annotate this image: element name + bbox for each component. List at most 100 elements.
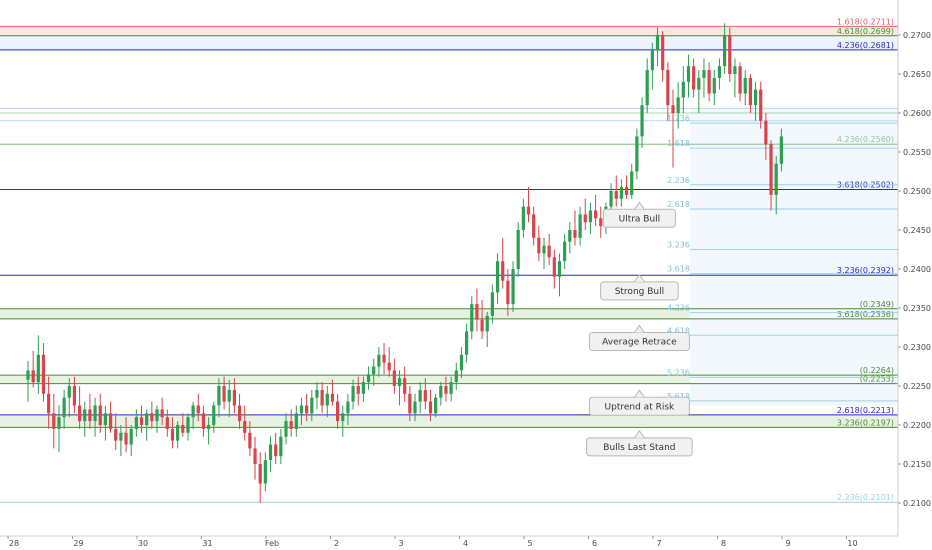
candle-body-115	[619, 187, 623, 199]
candle-body-62	[346, 401, 350, 414]
price-axis[interactable]: 0.2700 0.2650 0.2600 0.2550 0.2500 0.2450 0.24…	[897, 0, 931, 536]
candle-body-66	[366, 374, 371, 383]
candle-body-106	[573, 230, 577, 238]
callout-4[interactable]: Bulls Last Stand	[586, 429, 693, 457]
candle-body-20	[129, 428, 133, 445]
projection-label-6: 4.236	[667, 304, 690, 313]
candle-body-2	[36, 354, 40, 383]
candle-body-16	[108, 413, 113, 429]
candle-body-146	[779, 136, 783, 164]
candle-body-26	[160, 409, 164, 418]
callout-2[interactable]: Average Retrace	[588, 324, 690, 352]
projection-label-8: 5.236	[667, 368, 690, 377]
candle-body-141	[753, 89, 758, 106]
candle-body-8	[67, 386, 71, 398]
candle-body-110	[594, 210, 598, 219]
time-tick-label-9: 6	[592, 539, 597, 548]
price-tick-label-2: 0.2600	[903, 109, 931, 118]
candle-body-105	[568, 230, 572, 242]
level-label-11: 3.236(0.2197)	[837, 418, 894, 427]
candle-body-84	[459, 354, 464, 371]
candle-body-103	[557, 261, 562, 277]
candle-body-19	[124, 432, 128, 445]
callout-1[interactable]: Strong Bull	[600, 273, 679, 301]
callout-0[interactable]: Ultra Bull	[602, 201, 676, 228]
candle-body-126	[676, 97, 680, 113]
candle-body-80	[439, 386, 443, 398]
time-tick-label-11: 8	[721, 539, 726, 548]
candle-body-97	[526, 206, 531, 215]
candle-body-57	[320, 389, 324, 406]
candle-body-76	[418, 389, 422, 402]
candle-body-70	[387, 362, 391, 371]
candle-body-98	[532, 214, 536, 238]
candle-body-0	[26, 370, 30, 380]
candle-body-58	[325, 393, 329, 406]
price-tick-label-9: 0.2250	[903, 382, 931, 391]
candle-body-88	[480, 319, 484, 332]
callout-pointer-1	[633, 273, 645, 283]
candle-body-127	[681, 81, 685, 98]
projection-label-4: 3.236	[667, 241, 690, 250]
candle-body-52	[294, 413, 298, 429]
candle-body-24	[150, 413, 154, 422]
level-label-12: 2.236(0.2101)	[837, 493, 894, 502]
candle-body-79	[434, 397, 438, 414]
projection-label-5: 3.618	[667, 265, 690, 274]
price-tick-label-4: 0.2500	[903, 187, 931, 196]
candle-body-132	[707, 70, 711, 94]
candle-body-145	[774, 163, 778, 195]
candle-body-34	[201, 413, 206, 429]
projection-label-7: 4.618	[667, 326, 690, 335]
candle-body-73	[403, 378, 407, 394]
level-label-9: (0.2253)	[860, 375, 894, 384]
time-tick-label-10: 7	[656, 539, 661, 548]
candle-body-46	[263, 460, 267, 484]
candle-body-143	[764, 120, 768, 145]
candle-body-10	[78, 405, 82, 422]
candle-body-39	[227, 389, 231, 402]
callout-3[interactable]: Uptrend at Risk	[588, 389, 690, 416]
time-tick-label-3: 31	[202, 539, 212, 548]
callout-text-1: Strong Bull	[615, 287, 664, 297]
candle-body-109	[588, 210, 593, 223]
time-tick-label-2: 30	[138, 539, 148, 548]
price-tick-label-11: 0.2150	[903, 460, 931, 469]
candle-body-111	[599, 218, 603, 227]
time-tick-label-12: 9	[785, 539, 790, 548]
candle-body-93	[506, 280, 510, 305]
candle-body-102	[552, 257, 556, 277]
candle-body-117	[630, 171, 634, 195]
time-tick-label-0: 28	[9, 539, 19, 548]
time-axis[interactable]: 28 29 30 31 Feb 2 3 4 5 6 7 8 9 10	[0, 535, 898, 548]
candle-body-15	[103, 413, 107, 425]
candle-body-17	[114, 428, 118, 441]
candle-body-100	[542, 245, 546, 254]
candle-body-129	[692, 66, 696, 90]
level-band-3	[0, 375, 898, 384]
candle-body-28	[170, 428, 175, 441]
candle-body-89	[485, 315, 489, 332]
candle-body-94	[511, 269, 515, 305]
candle-body-30	[181, 425, 185, 433]
price-tick-label-6: 0.2400	[903, 265, 931, 274]
candle-body-5	[52, 413, 56, 429]
level-label-5: 3.236(0.2392)	[837, 266, 894, 275]
candle-body-14	[98, 405, 102, 425]
candle-body-68	[377, 354, 381, 367]
candle-body-63	[351, 386, 355, 402]
price-tick-label-3: 0.2550	[903, 148, 931, 157]
level-band-1	[0, 35, 898, 50]
candle-body-25	[155, 409, 159, 422]
candle-body-31	[186, 417, 190, 433]
candle-body-29	[176, 425, 180, 441]
time-tick-label-4: Feb	[265, 539, 279, 548]
time-tick-label-7: 4	[463, 539, 468, 548]
candle-body-12	[88, 409, 92, 422]
price-tick-label-10: 0.2200	[903, 421, 931, 430]
candle-body-23	[145, 413, 149, 425]
price-tick-label-5: 0.2450	[903, 226, 931, 235]
candle-body-82	[449, 382, 453, 394]
price-tick-label-0: 0.2700	[903, 31, 931, 40]
